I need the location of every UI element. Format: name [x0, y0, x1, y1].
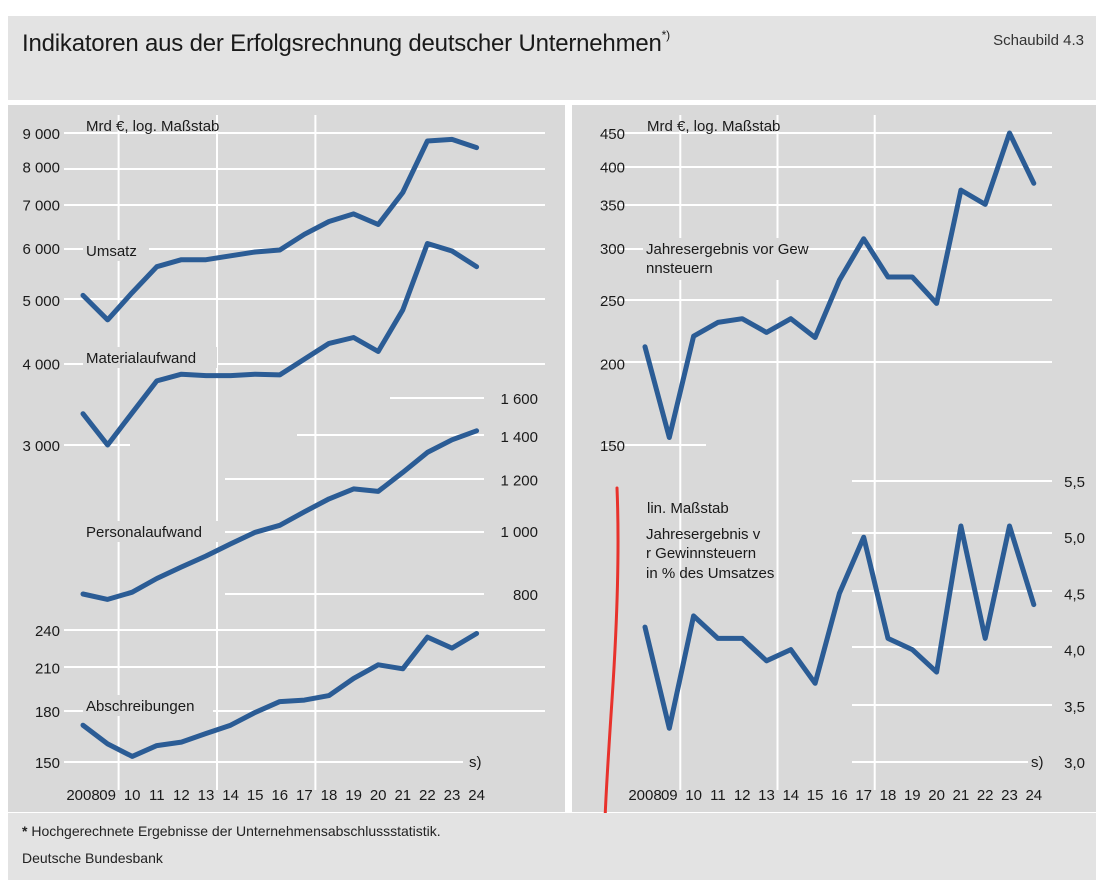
- x-tick-label: 23: [444, 787, 461, 804]
- x-tick-label: 24: [468, 787, 485, 804]
- x-tick-label: 2008: [66, 787, 99, 804]
- y-tick-label: 200: [600, 356, 625, 373]
- umsatz-line: [80, 136, 480, 323]
- x-tick-label: 21: [394, 787, 411, 804]
- x-tick-label: 10: [124, 787, 141, 804]
- series-label-abschreibungen: Abschreibungen: [86, 698, 194, 715]
- x-tick-label: 17: [296, 787, 313, 804]
- x-tick-label: 16: [271, 787, 288, 804]
- y-tick-label: 9 000: [22, 126, 60, 143]
- x-tick-label: 13: [198, 787, 215, 804]
- projection-footnote-mark: s): [469, 754, 482, 771]
- y-tick-label: 180: [35, 704, 60, 721]
- x-tick-label: 18: [880, 787, 897, 804]
- umsatzrendite-line: [642, 523, 1037, 731]
- x-tick-label: 12: [734, 787, 751, 804]
- y-tick-label: 3 000: [22, 438, 60, 455]
- chart-header: Indikatoren aus der Erfolgsrechnung deut…: [8, 16, 1096, 100]
- series-label-jahresergebnis: nnsteuern: [646, 260, 713, 277]
- series-label-jahresergebnis: Jahresergebnis vor Gew: [646, 241, 809, 258]
- y-tick-label: 3,5: [1064, 699, 1085, 716]
- x-tick-label: 10: [685, 787, 702, 804]
- series-label-umsatz: Umsatz: [86, 243, 137, 260]
- axis-unit-label: Mrd €, log. Maßstab: [647, 118, 780, 135]
- y-tick-label: 240: [35, 623, 60, 640]
- y-tick-label: 450: [600, 126, 625, 143]
- x-tick-label: 09: [661, 787, 678, 804]
- series-label-personalaufwand-backdrop: [83, 521, 219, 542]
- source-note: Deutsche Bundesbank: [22, 850, 163, 866]
- materialaufwand-line: [80, 241, 480, 448]
- x-tick-label: 23: [1001, 787, 1018, 804]
- y-tick-label: 1 400: [500, 429, 538, 446]
- series-label-abschreibungen-backdrop: [83, 695, 213, 716]
- series-label-backdrop: [643, 238, 793, 280]
- personalaufwand-line: [80, 428, 480, 602]
- y-tick-label: 4 000: [22, 356, 60, 373]
- y-tick-label: 300: [600, 241, 625, 258]
- y-tick-label: 150: [35, 755, 60, 772]
- series-label-umsatzrendite: Jahresergebnis v: [646, 526, 761, 543]
- x-tick-label: 15: [807, 787, 824, 804]
- x-tick-label: 09: [99, 787, 116, 804]
- x-tick-label: 18: [321, 787, 338, 804]
- y-tick-label: 150: [600, 438, 625, 455]
- y-tick-label: 7 000: [22, 197, 60, 214]
- y-tick-label: 8 000: [22, 159, 60, 176]
- footnote: * Hochgerechnete Ergebnisse der Unterneh…: [22, 823, 441, 839]
- x-tick-label: 21: [953, 787, 970, 804]
- series-label-umsatz-backdrop: [83, 240, 149, 261]
- x-tick-label: 22: [419, 787, 436, 804]
- y-tick-label: 5 000: [22, 293, 60, 310]
- left-chart-panel: [8, 105, 565, 812]
- chart-title: Indikatoren aus der Erfolgsrechnung deut…: [22, 28, 670, 57]
- y-tick-label: 400: [600, 159, 625, 176]
- y-tick-label: 5,5: [1064, 474, 1085, 491]
- figure-number: Schaubild 4.3: [993, 32, 1084, 49]
- y-tick-label: 250: [600, 293, 625, 310]
- y-tick-label: 210: [35, 661, 60, 678]
- y-tick-label: 4,5: [1064, 586, 1085, 603]
- y-tick-label: 3,0: [1064, 755, 1085, 772]
- x-tick-label: 20: [928, 787, 945, 804]
- x-tick-label: 19: [345, 787, 362, 804]
- x-tick-label: 19: [904, 787, 921, 804]
- x-tick-label: 24: [1025, 787, 1042, 804]
- y-tick-label: 1 200: [500, 472, 538, 489]
- title-footnote-mark: *): [661, 28, 670, 42]
- x-tick-label: 15: [247, 787, 264, 804]
- projection-footnote-mark: s): [1031, 754, 1044, 771]
- y-tick-label: 350: [600, 197, 625, 214]
- series-label-personalaufwand: Personalaufwand: [86, 524, 202, 541]
- x-tick-label: 11: [149, 787, 165, 804]
- axis-unit-label: lin. Maßstab: [647, 500, 729, 517]
- x-tick-label: 14: [222, 787, 239, 804]
- x-tick-label: 11: [710, 787, 726, 804]
- jahresergebnis-line: [642, 130, 1037, 440]
- series-sublabel: in % des Umsatzes: [646, 565, 774, 582]
- y-tick-label: 1 000: [500, 524, 538, 541]
- x-tick-label: 16: [831, 787, 848, 804]
- y-tick-label: 800: [513, 587, 538, 604]
- x-tick-label: 14: [782, 787, 799, 804]
- x-tick-label: 22: [977, 787, 994, 804]
- y-tick-label: 1 600: [500, 391, 538, 408]
- series-label-materialaufwand: Materialaufwand: [86, 350, 196, 367]
- series-label-materialaufwand-backdrop: [83, 347, 217, 368]
- y-tick-label: 6 000: [22, 241, 60, 258]
- chart-footer: * Hochgerechnete Ergebnisse der Unterneh…: [8, 813, 1096, 880]
- x-tick-label: 13: [758, 787, 775, 804]
- y-tick-label: 5,0: [1064, 530, 1085, 547]
- axis-unit-label: Mrd €, log. Maßstab: [86, 118, 219, 135]
- x-tick-label: 20: [370, 787, 387, 804]
- series-label-umsatzrendite: r Gewinnsteuern: [646, 545, 756, 562]
- x-tick-label: 17: [855, 787, 872, 804]
- abschreibungen-line: [80, 631, 480, 759]
- x-tick-label: 12: [173, 787, 190, 804]
- x-tick-label: 2008: [628, 787, 661, 804]
- y-tick-label: 4,0: [1064, 643, 1085, 660]
- red-annotation-mark: [603, 486, 620, 822]
